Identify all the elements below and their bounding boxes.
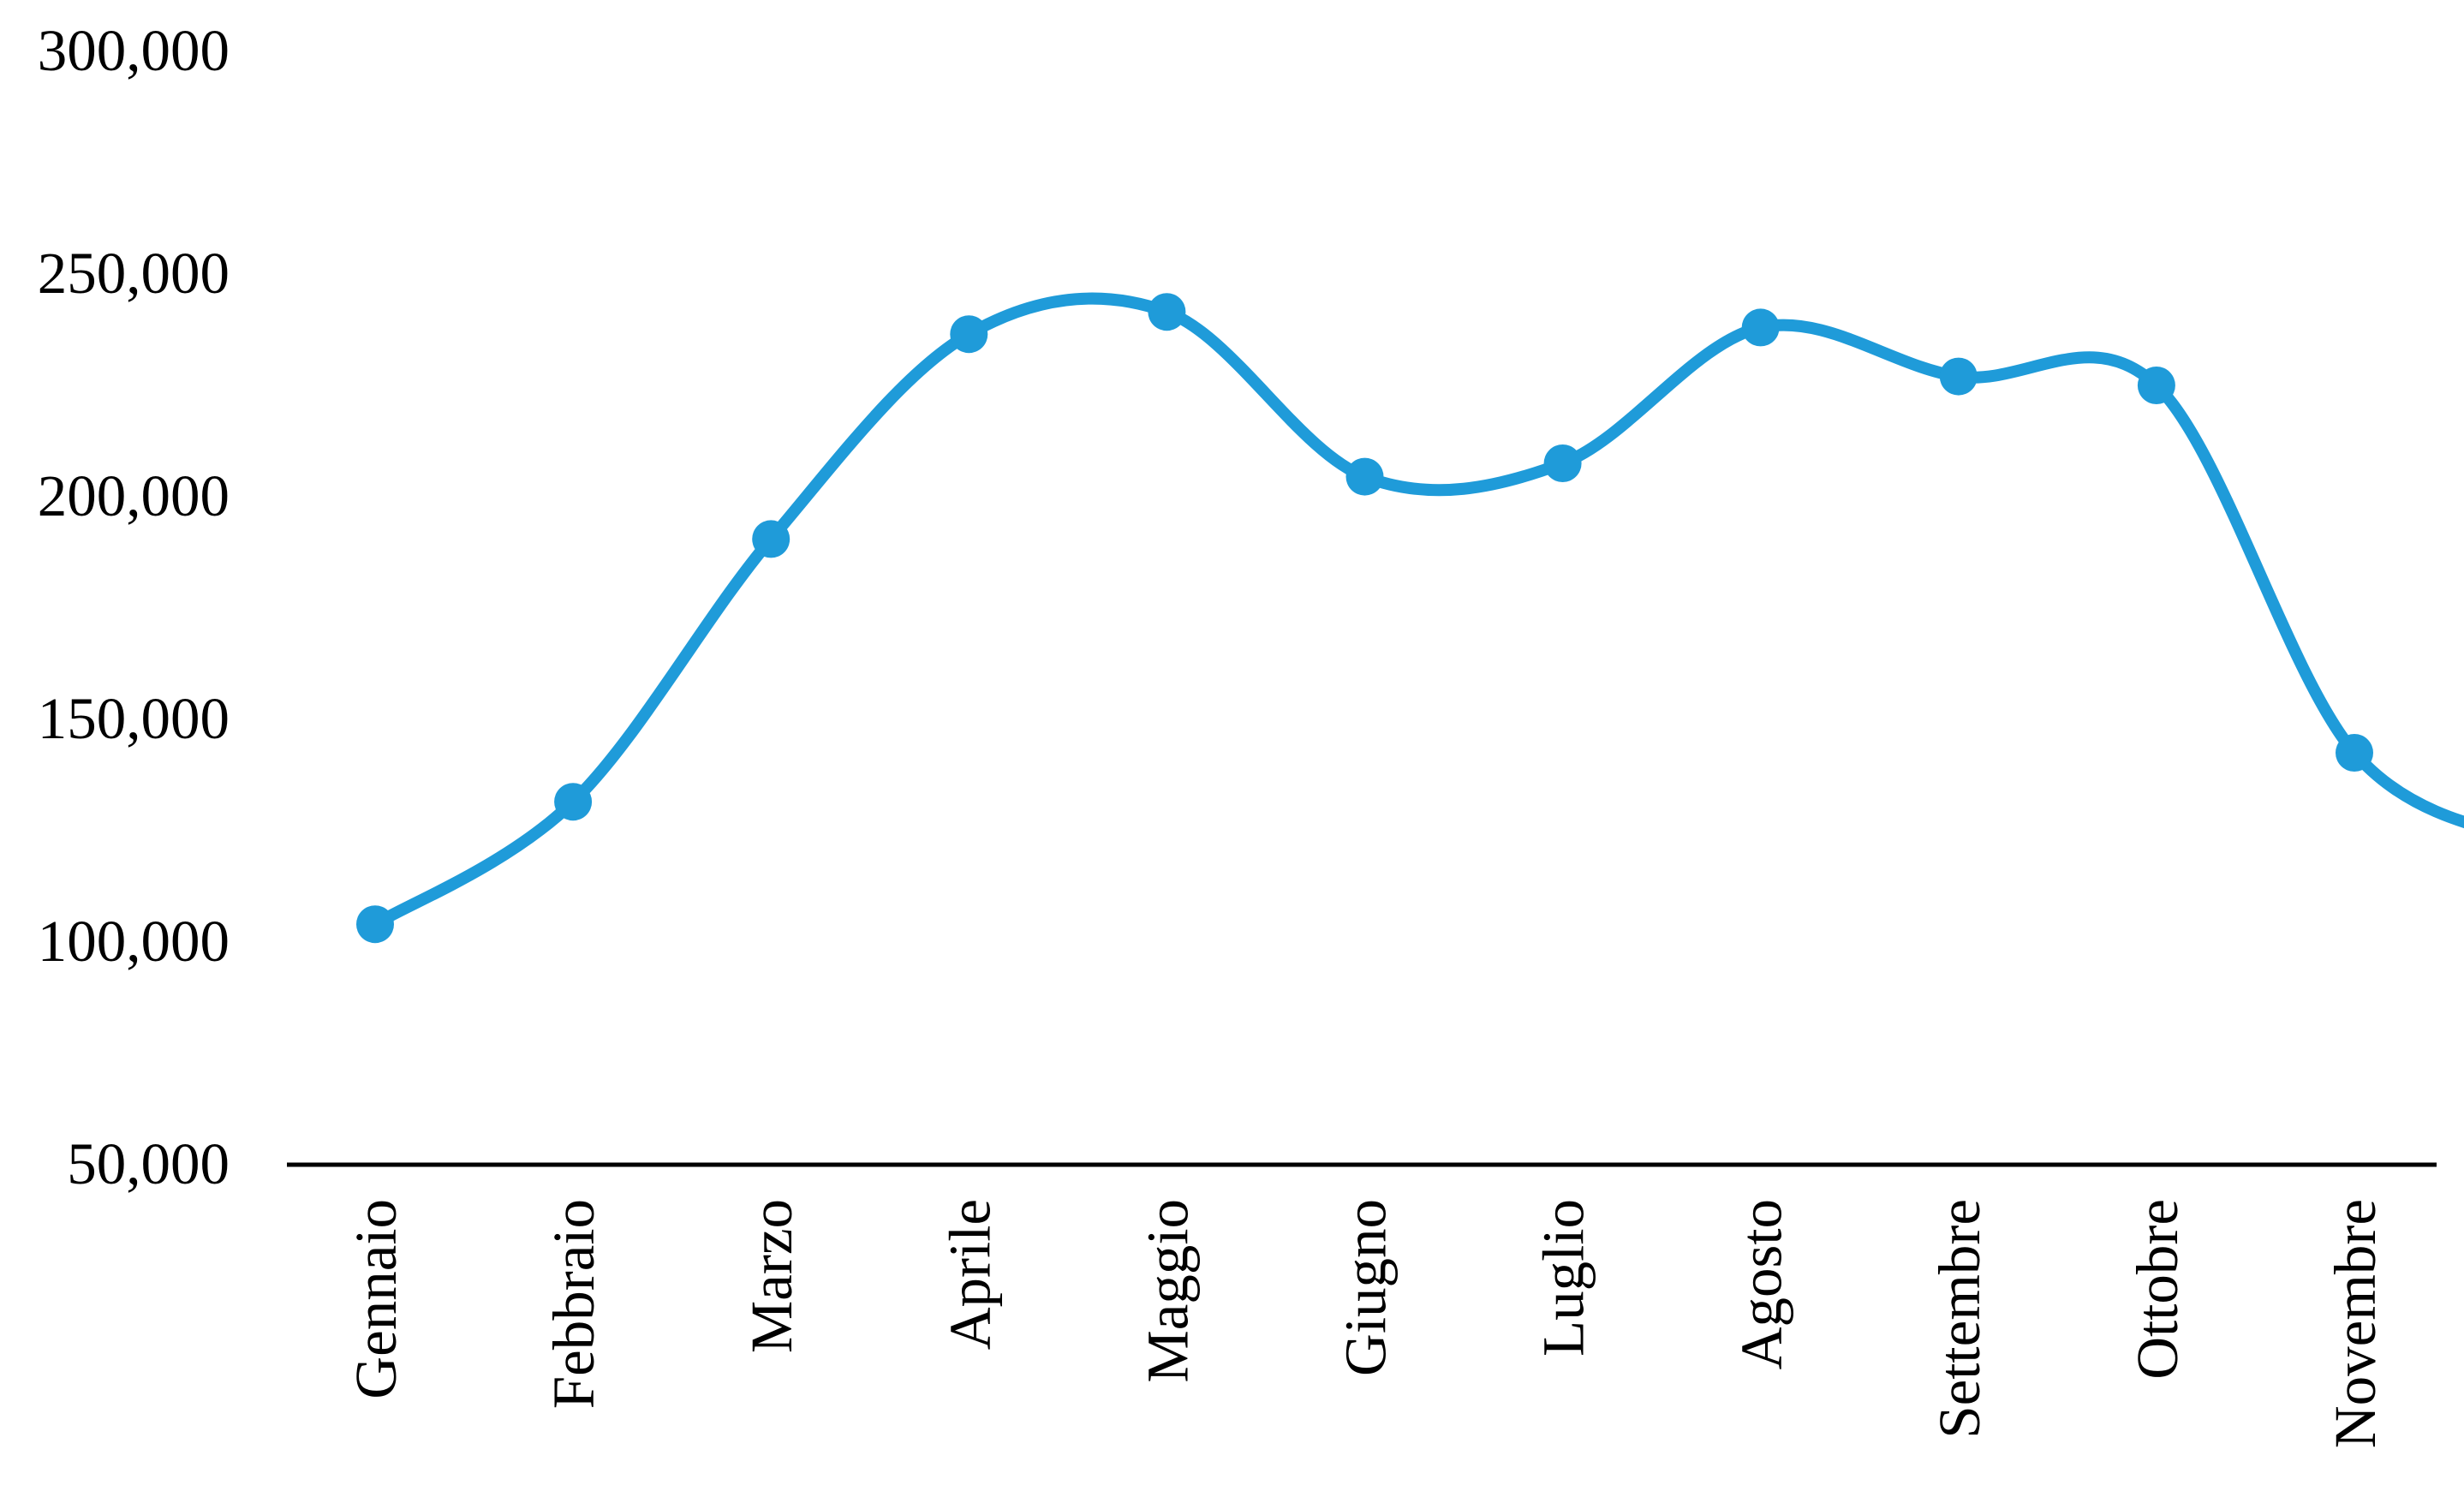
x-tick-label: Maggio <box>1135 1199 1200 1383</box>
x-tick-label: Ottobre <box>2125 1199 2190 1380</box>
y-axis-tick-labels: 50,000 100,000 150,000 200,000 250,000 300,00… <box>38 18 230 1196</box>
y-tick-label: 50,000 <box>67 1131 230 1196</box>
x-tick-label: Luglio <box>1531 1199 1596 1357</box>
data-point-marker <box>1345 457 1384 496</box>
data-point-marker <box>1939 357 1978 396</box>
y-tick-label: 150,000 <box>38 686 230 751</box>
x-tick-label: Aprile <box>937 1199 1002 1350</box>
data-point-marker <box>752 520 791 558</box>
x-tick-label: Novembre <box>2323 1199 2388 1448</box>
data-point-marker <box>2137 367 2175 404</box>
data-point-marker <box>554 783 593 821</box>
x-tick-label: Giugno <box>1333 1199 1399 1376</box>
series-line <box>369 292 2464 931</box>
x-tick-label: Febbraio <box>541 1199 606 1409</box>
data-point-marker <box>1543 444 1582 482</box>
data-point-marker <box>1148 293 1186 331</box>
x-axis-tick-labels: Gennaio Febbraio Marzo Aprile Maggio Giugno Lu… <box>343 1199 2388 1448</box>
x-tick-label: Gennaio <box>343 1199 409 1399</box>
data-point-marker <box>1741 308 1780 347</box>
y-tick-label: 100,000 <box>38 909 230 974</box>
series-markers <box>356 293 2373 944</box>
data-point-marker <box>2336 734 2373 772</box>
y-tick-label: 300,000 <box>38 18 230 83</box>
y-tick-label: 250,000 <box>38 241 230 306</box>
x-tick-label: Agosto <box>1729 1199 1794 1369</box>
y-tick-label: 200,000 <box>38 463 230 528</box>
x-tick-label: Settembre <box>1927 1199 1992 1439</box>
x-tick-label: Marzo <box>739 1199 804 1353</box>
data-point-marker <box>950 315 988 354</box>
data-point-marker <box>356 905 394 944</box>
